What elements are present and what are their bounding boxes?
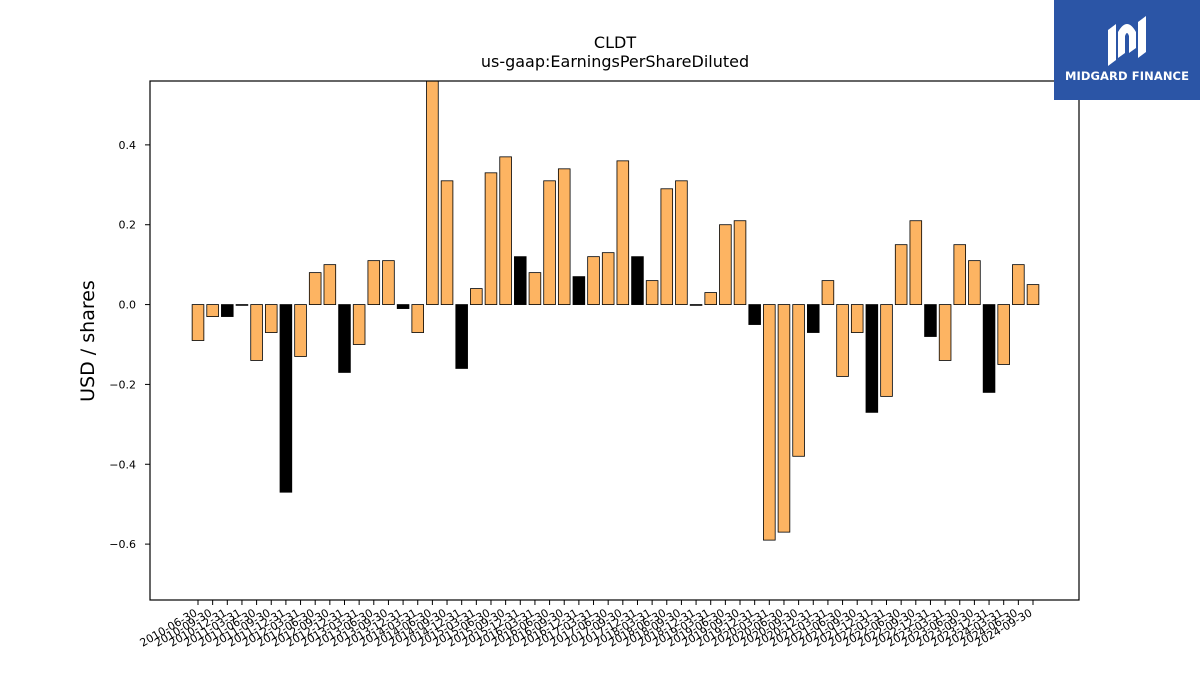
bar-2016-09-30 — [557, 168, 571, 305]
bar-2017-12-31 — [631, 256, 644, 305]
chart-title-block: CLDT us-gaap:EarningsPerShareDiluted — [0, 33, 1200, 71]
bar-2024-06-30 — [1012, 264, 1025, 305]
x-axis-ticks: 2010-06-302010-09-302010-12-312011-03-31… — [138, 600, 1035, 650]
bar-2013-12-31 — [396, 304, 410, 309]
bar-2011-06-30 — [250, 304, 263, 361]
bar-2013-03-31 — [352, 304, 366, 345]
bar-2024-03-31 — [997, 304, 1010, 365]
y-tick-label: 0.4 — [119, 139, 137, 152]
bar-2016-12-31 — [572, 276, 586, 305]
bar-2012-03-31 — [294, 304, 307, 357]
bar-2018-09-30 — [675, 180, 688, 305]
bar-2013-09-30 — [382, 260, 395, 305]
bar-2014-09-30 — [440, 180, 454, 305]
bar-2010-06-30 — [191, 304, 205, 341]
bar-2014-03-31 — [411, 304, 425, 333]
bar-2021-03-31 — [821, 280, 835, 305]
bar-2022-03-31 — [880, 304, 893, 397]
y-tick-label: −0.4 — [109, 458, 136, 471]
bar-2019-03-31 — [704, 292, 717, 305]
bar-2018-03-31 — [645, 280, 659, 305]
bar-2022-12-31 — [924, 304, 937, 337]
bar-2019-09-30 — [733, 220, 747, 305]
bar-2024-09-30 — [1026, 284, 1040, 305]
bar-2012-09-30 — [323, 264, 337, 305]
bar-2010-12-31 — [221, 304, 234, 317]
midgard-m-logo-icon — [1108, 16, 1146, 66]
brand-logo-text: MIDGARD FINANCE — [1064, 69, 1190, 83]
bar-2012-06-30 — [308, 272, 322, 305]
bar-2017-03-31 — [587, 256, 600, 305]
bar-2011-09-30 — [264, 304, 278, 333]
bar-2017-06-30 — [601, 252, 615, 305]
bar-2021-12-31 — [865, 304, 879, 413]
bar-2017-09-30 — [616, 160, 630, 305]
bar-2015-03-31 — [470, 288, 483, 305]
y-tick-label: −0.2 — [109, 378, 136, 391]
bar-2022-09-30 — [909, 220, 923, 305]
bar-2019-12-31 — [748, 304, 761, 325]
bar-2015-09-30 — [499, 156, 512, 305]
bar-2021-06-30 — [836, 304, 849, 377]
y-tick-label: 0.0 — [119, 299, 137, 312]
bar-2023-03-31 — [938, 304, 952, 361]
chart-subtitle: us-gaap:EarningsPerShareDiluted — [480, 52, 750, 71]
bar-2012-12-31 — [338, 304, 351, 373]
bar-2018-12-31 — [689, 304, 703, 306]
brand-logo: MIDGARD FINANCE — [1054, 0, 1200, 100]
bar-2011-03-31 — [235, 304, 249, 306]
bar-2011-12-31 — [279, 304, 293, 493]
bar-2023-09-30 — [968, 260, 981, 305]
bar-2014-12-31 — [455, 304, 468, 369]
bar-2015-06-30 — [484, 172, 498, 305]
chart-title: CLDT — [593, 33, 637, 52]
bar-2020-12-31 — [807, 304, 820, 333]
bar-2023-06-30 — [953, 244, 967, 305]
bar-2020-06-30 — [777, 304, 791, 533]
y-axis-ticks: −0.6 −0.4 −0.2 0.0 0.2 0.4 — [109, 139, 150, 551]
y-tick-label: −0.6 — [109, 538, 136, 551]
bar-2016-03-31 — [528, 272, 542, 305]
bar-2019-06-30 — [719, 224, 732, 305]
plot-frame — [149, 80, 1080, 601]
bar-2015-12-31 — [514, 256, 527, 305]
bar-2023-12-31 — [982, 304, 996, 393]
bar-2020-09-30 — [792, 304, 805, 457]
bar-2016-06-30 — [543, 180, 556, 305]
bar-2014-06-30 — [426, 80, 439, 305]
bar-2013-06-30 — [367, 260, 381, 305]
bar-2022-06-30 — [894, 244, 908, 305]
bar-2021-09-30 — [850, 304, 864, 333]
bars-layer — [191, 80, 1040, 541]
y-tick-label: 0.2 — [119, 219, 137, 232]
bar-2010-09-30 — [206, 304, 219, 317]
bar-2018-06-30 — [660, 188, 674, 305]
bar-2020-03-31 — [763, 304, 776, 541]
